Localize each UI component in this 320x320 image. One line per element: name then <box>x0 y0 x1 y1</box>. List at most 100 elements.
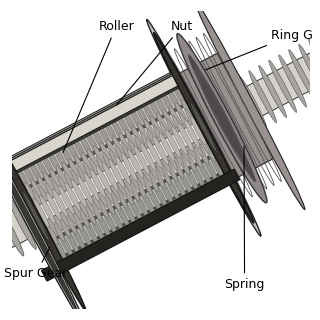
Ellipse shape <box>110 115 125 144</box>
Ellipse shape <box>153 136 169 165</box>
Polygon shape <box>0 72 177 170</box>
Ellipse shape <box>53 145 69 173</box>
Ellipse shape <box>0 204 24 256</box>
Ellipse shape <box>109 159 124 188</box>
Ellipse shape <box>0 210 12 263</box>
Ellipse shape <box>96 166 112 195</box>
Ellipse shape <box>165 130 181 158</box>
Ellipse shape <box>196 157 212 186</box>
Ellipse shape <box>102 152 127 197</box>
Ellipse shape <box>0 111 86 320</box>
Polygon shape <box>52 171 232 273</box>
Ellipse shape <box>70 223 86 252</box>
Ellipse shape <box>160 122 184 167</box>
Ellipse shape <box>44 172 59 201</box>
Ellipse shape <box>229 81 257 133</box>
Ellipse shape <box>128 139 152 184</box>
Ellipse shape <box>116 112 132 140</box>
Ellipse shape <box>134 135 159 181</box>
Ellipse shape <box>84 172 100 201</box>
Ellipse shape <box>124 173 140 202</box>
Ellipse shape <box>133 190 149 219</box>
Ellipse shape <box>125 129 141 158</box>
Ellipse shape <box>83 217 99 245</box>
Ellipse shape <box>168 150 184 178</box>
Text: Spur Gear: Spur Gear <box>4 248 67 280</box>
Ellipse shape <box>279 55 307 107</box>
Ellipse shape <box>91 125 107 154</box>
Ellipse shape <box>77 220 92 249</box>
Ellipse shape <box>169 106 185 135</box>
Ellipse shape <box>64 227 80 255</box>
Ellipse shape <box>159 133 175 162</box>
Ellipse shape <box>96 155 120 201</box>
Ellipse shape <box>8 197 36 250</box>
Ellipse shape <box>39 186 63 231</box>
Ellipse shape <box>87 149 103 178</box>
Ellipse shape <box>71 169 95 214</box>
Ellipse shape <box>59 186 74 214</box>
Ellipse shape <box>94 146 109 174</box>
Polygon shape <box>30 116 210 228</box>
Ellipse shape <box>185 108 210 154</box>
Ellipse shape <box>46 192 62 221</box>
Ellipse shape <box>34 155 50 183</box>
Ellipse shape <box>64 172 89 218</box>
Ellipse shape <box>10 167 26 196</box>
Ellipse shape <box>122 108 138 137</box>
Ellipse shape <box>172 115 197 161</box>
Ellipse shape <box>309 39 320 92</box>
Polygon shape <box>12 83 228 261</box>
Ellipse shape <box>25 182 40 211</box>
Ellipse shape <box>58 230 74 259</box>
Ellipse shape <box>121 197 136 226</box>
Ellipse shape <box>199 97 227 149</box>
Ellipse shape <box>175 103 191 131</box>
Polygon shape <box>6 84 182 179</box>
Ellipse shape <box>259 65 287 118</box>
Ellipse shape <box>193 0 305 210</box>
Ellipse shape <box>86 193 102 221</box>
Ellipse shape <box>146 184 162 212</box>
Polygon shape <box>41 169 240 281</box>
Ellipse shape <box>102 163 118 191</box>
Ellipse shape <box>62 162 78 191</box>
Ellipse shape <box>177 34 267 203</box>
Ellipse shape <box>102 207 117 236</box>
Ellipse shape <box>97 122 113 150</box>
Ellipse shape <box>181 100 197 128</box>
Ellipse shape <box>55 209 71 238</box>
Ellipse shape <box>80 196 96 225</box>
Ellipse shape <box>77 165 101 211</box>
Ellipse shape <box>150 116 166 145</box>
Ellipse shape <box>249 70 277 123</box>
Ellipse shape <box>134 146 150 175</box>
Ellipse shape <box>121 153 137 181</box>
Ellipse shape <box>204 130 221 159</box>
Ellipse shape <box>127 194 143 222</box>
Ellipse shape <box>78 132 94 160</box>
Polygon shape <box>176 51 277 180</box>
Ellipse shape <box>45 182 69 228</box>
Ellipse shape <box>106 139 122 168</box>
Polygon shape <box>0 71 180 175</box>
Ellipse shape <box>31 179 47 207</box>
Ellipse shape <box>108 204 124 232</box>
Polygon shape <box>14 86 189 189</box>
Ellipse shape <box>137 166 152 195</box>
Ellipse shape <box>128 105 144 134</box>
Ellipse shape <box>77 176 93 204</box>
Ellipse shape <box>202 154 218 183</box>
Ellipse shape <box>156 113 172 141</box>
Ellipse shape <box>100 142 116 171</box>
Ellipse shape <box>188 55 255 182</box>
Ellipse shape <box>19 184 35 214</box>
Ellipse shape <box>122 142 146 188</box>
Ellipse shape <box>149 160 165 188</box>
Ellipse shape <box>239 76 267 128</box>
Ellipse shape <box>269 60 297 112</box>
Ellipse shape <box>147 140 162 168</box>
Ellipse shape <box>190 161 205 189</box>
Ellipse shape <box>37 175 53 204</box>
Ellipse shape <box>184 120 200 148</box>
